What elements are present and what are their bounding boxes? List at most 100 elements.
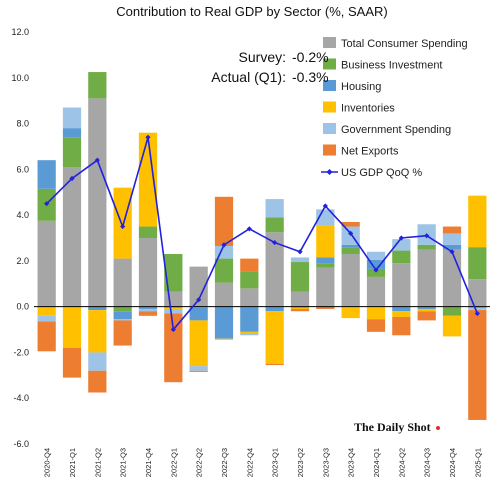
bar-segment	[214, 282, 234, 307]
source-label: The Daily Shot	[354, 420, 431, 434]
bar-segment	[37, 306, 56, 316]
gdp-line-point	[120, 223, 126, 230]
bars	[37, 72, 487, 420]
gdp-line-point	[69, 175, 75, 182]
legend-label: Business Investment	[341, 60, 443, 72]
bar-segment	[113, 187, 132, 259]
bar-segment	[316, 225, 335, 258]
bar-segment	[214, 196, 234, 247]
bar-segment	[37, 220, 56, 307]
x-tick-label: 2022-Q2	[195, 448, 204, 477]
legend-swatch	[323, 101, 336, 113]
y-tick-label: 0.0	[16, 302, 29, 312]
bar-segment	[240, 332, 259, 336]
x-tick-label: 2023-Q3	[321, 448, 330, 477]
bar-segment	[189, 306, 208, 308]
bar-segment	[316, 257, 335, 264]
bar-segment	[62, 306, 82, 348]
bar-segment	[37, 160, 56, 189]
gdp-line-point	[196, 297, 202, 303]
bar-segment	[417, 249, 436, 307]
bar-segment	[113, 320, 132, 346]
bar-segment	[113, 306, 132, 312]
bar-segment	[265, 363, 284, 366]
bar-segment	[189, 370, 208, 372]
bar-segment	[189, 307, 208, 321]
x-tick-label: 2022-Q3	[220, 448, 229, 477]
bar-segment	[88, 306, 107, 311]
bar-segment	[164, 291, 183, 307]
legend-label: US GDP QoQ %	[341, 167, 422, 179]
bar-segment	[138, 306, 158, 309]
bar-segment	[392, 306, 411, 312]
gdp-line-point	[348, 230, 354, 237]
bar-segment	[214, 306, 234, 339]
gdp-line-point	[170, 326, 176, 333]
survey-actual-annotation: Survey: -0.2% Actual (Q1): -0.3%	[211, 49, 328, 85]
bar-segment	[366, 259, 386, 269]
bar-segment	[442, 306, 462, 316]
x-axis: 2020-Q4 2021-Q1 2021-Q2 2021-Q3 2021-Q4 2022-…	[43, 448, 483, 477]
bar-segment	[417, 308, 436, 312]
bar-segment	[62, 167, 82, 307]
x-tick-label: 2025-Q1	[473, 448, 482, 477]
legend-swatch	[323, 144, 336, 156]
gdp-line-point	[94, 157, 100, 163]
legend-label: Housing	[341, 81, 381, 93]
x-tick-label: 2023-Q2	[296, 448, 305, 477]
bar-segment	[240, 271, 259, 289]
bar-segment	[442, 249, 462, 307]
bar-segment	[341, 306, 360, 319]
bar-segment	[290, 308, 310, 312]
x-tick-label: 2024-Q1	[372, 448, 381, 477]
bar-segment	[442, 244, 462, 250]
bar-segment	[290, 262, 310, 292]
bar-segment	[88, 72, 107, 99]
y-tick-label: 10.0	[11, 73, 29, 83]
bar-segment	[240, 306, 259, 332]
survey-label: Survey:	[239, 49, 286, 65]
y-tick-label: -4.0	[13, 393, 29, 403]
bar-segment	[417, 244, 436, 250]
x-tick-label: 2023-Q4	[347, 448, 356, 477]
bar-segment	[164, 306, 183, 308]
bar-segment	[366, 319, 386, 332]
bar-segment	[240, 331, 259, 333]
bar-segment	[316, 267, 335, 307]
bar-segment	[392, 250, 411, 264]
bar-segment	[189, 366, 208, 371]
gdp-line-point	[145, 134, 151, 140]
legend-label: Total Consumer Spending	[341, 38, 468, 50]
bar-segment	[468, 310, 487, 420]
gdp-line-point	[474, 310, 480, 317]
bar-segment	[366, 268, 386, 277]
legend-swatch	[323, 123, 336, 134]
bar-segment	[240, 288, 259, 307]
bar-segment	[417, 306, 436, 309]
bar-segment	[164, 313, 183, 383]
x-tick-label: 2021-Q2	[93, 448, 102, 477]
legend-label: Inventories	[341, 103, 395, 115]
bar-segment	[290, 257, 310, 263]
brand-dot-icon	[436, 426, 440, 430]
y-tick-label: -2.0	[13, 347, 29, 357]
bar-segment	[62, 128, 82, 138]
bar-segment	[138, 226, 158, 238]
actual-label: Actual (Q1):	[211, 69, 286, 85]
bar-segment	[341, 221, 360, 227]
y-tick-label: 2.0	[16, 256, 29, 266]
legend-swatch	[323, 58, 336, 70]
x-tick-label: 2024-Q2	[397, 448, 406, 477]
bar-segment	[62, 107, 82, 129]
bar-segment	[290, 291, 310, 307]
x-tick-label: 2022-Q4	[245, 448, 254, 477]
x-tick-label: 2024-Q3	[423, 448, 432, 477]
bar-segment	[468, 247, 487, 280]
x-tick-label: 2022-Q1	[169, 448, 178, 477]
legend-label: Government Spending	[341, 124, 451, 136]
bar-segment	[214, 246, 234, 259]
x-tick-label: 2021-Q3	[119, 448, 128, 477]
bar-segment	[392, 316, 411, 336]
